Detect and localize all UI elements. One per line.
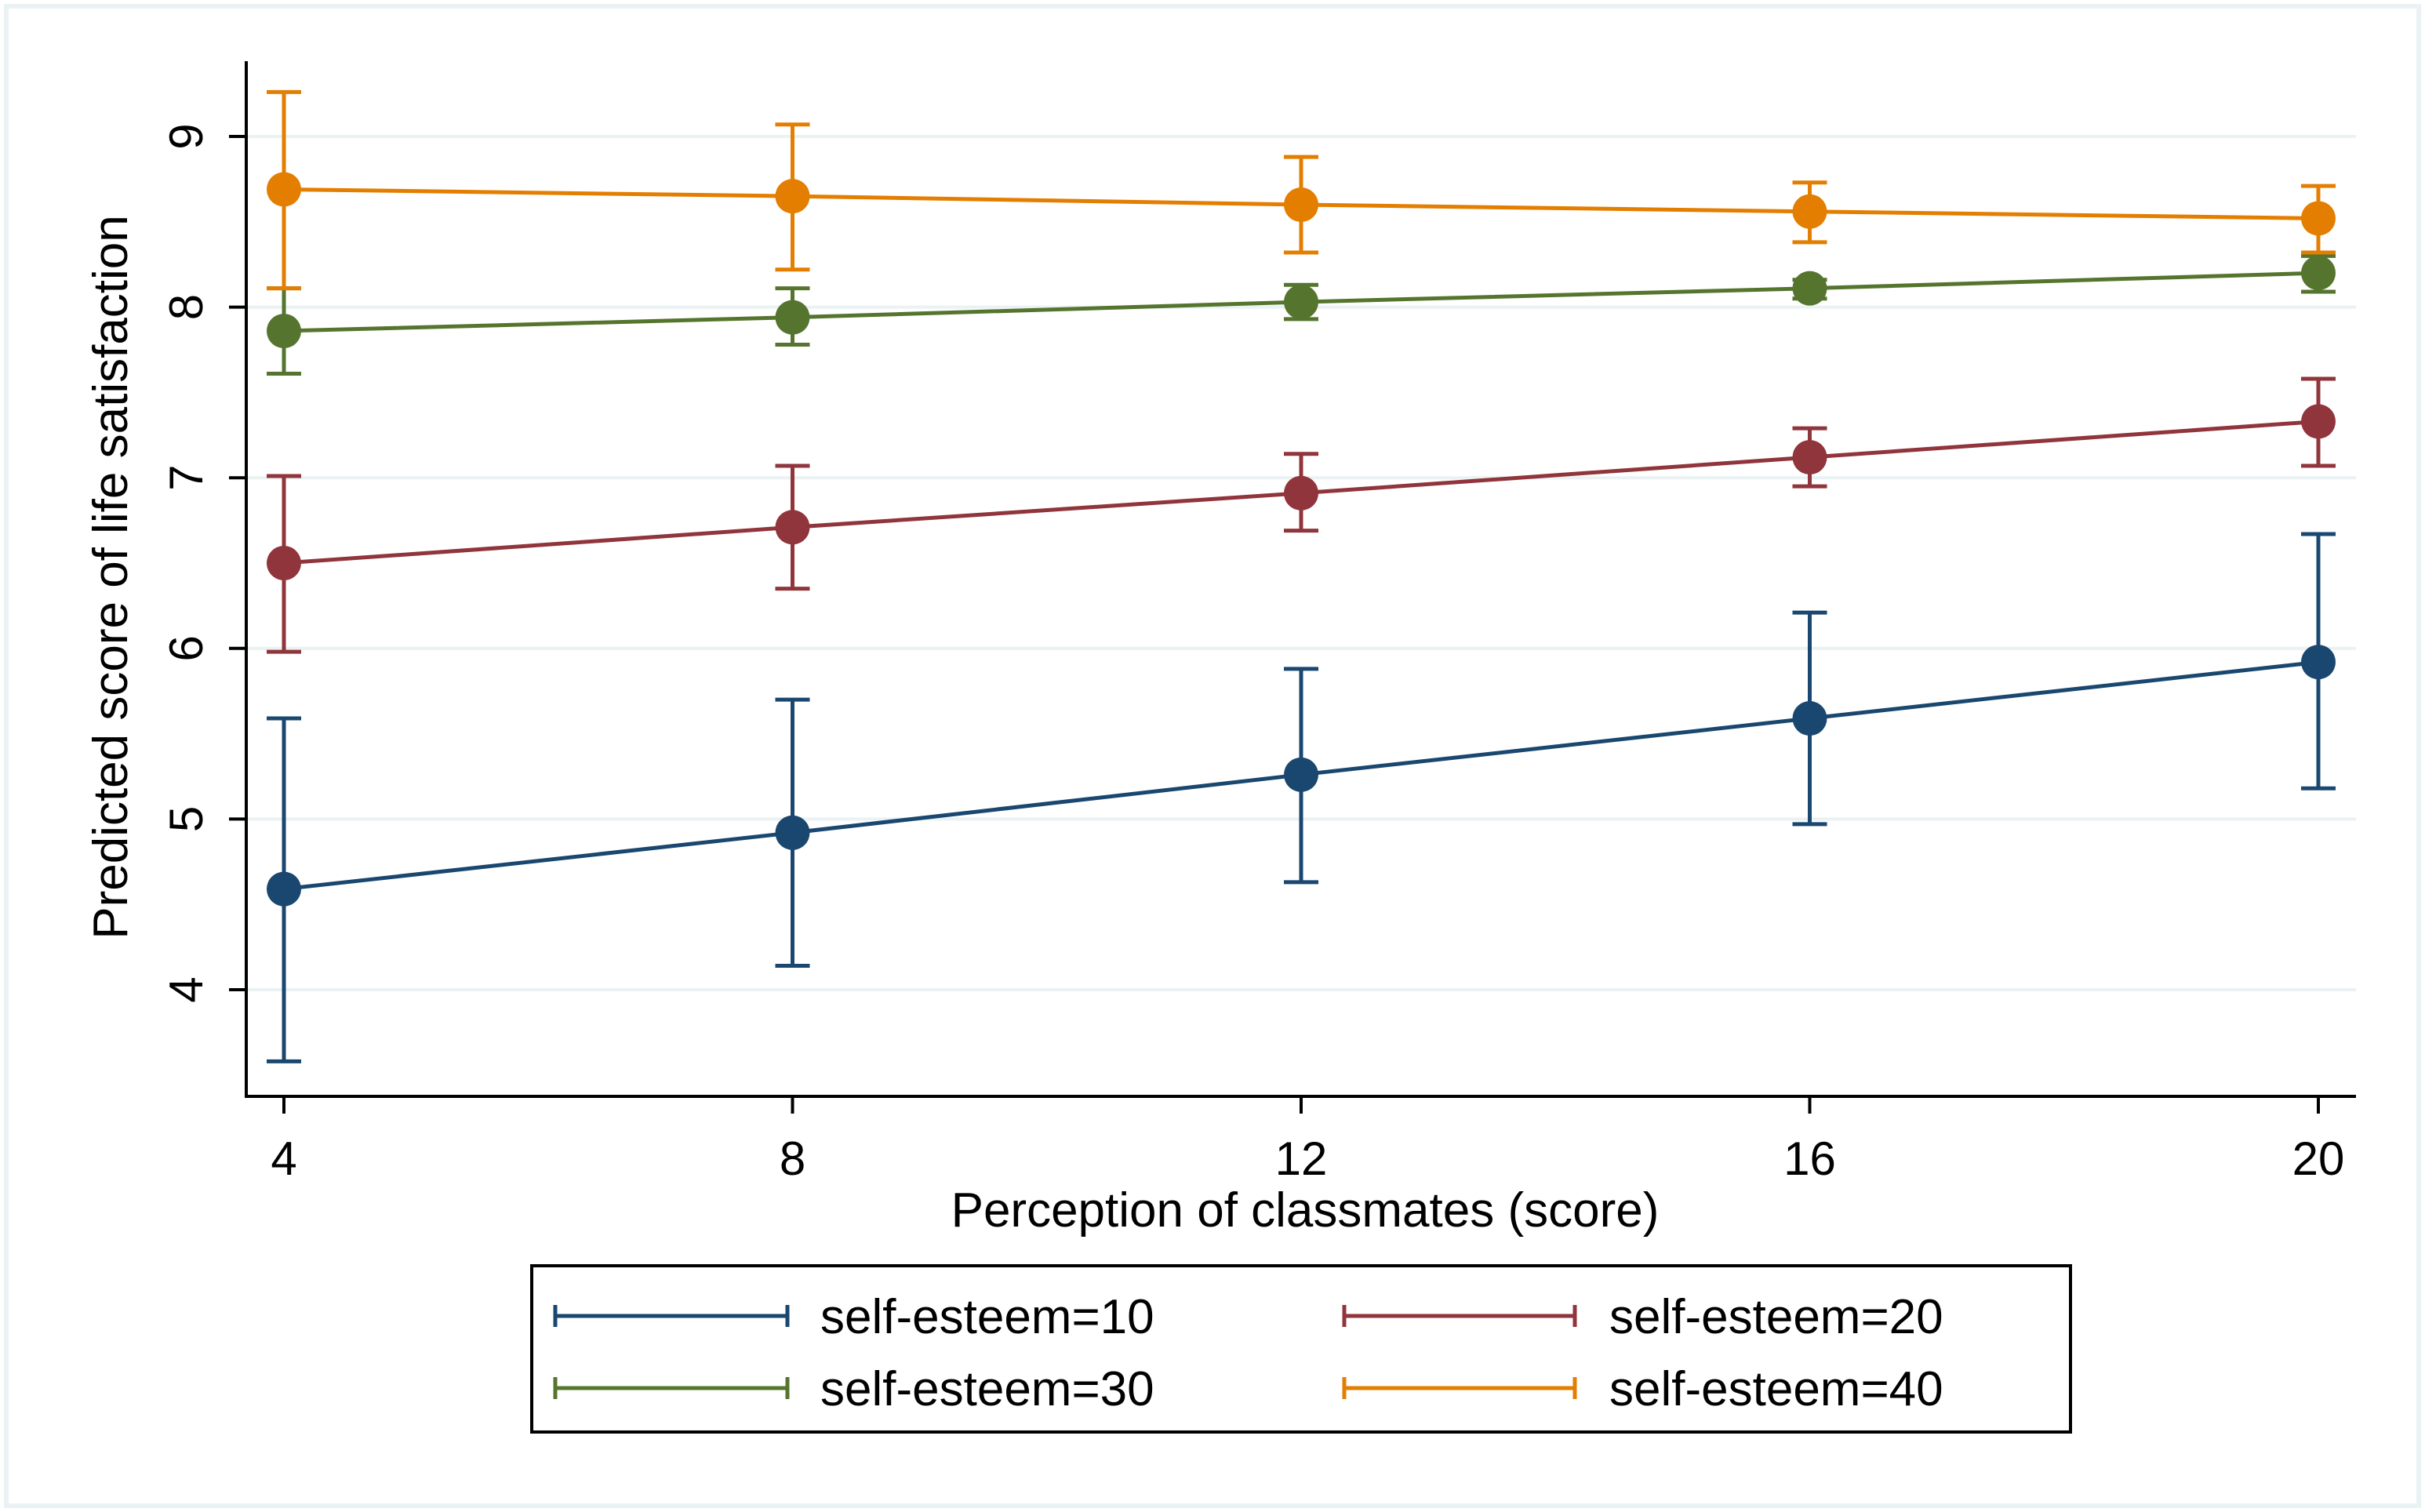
x-tick-label-16: 16 (1783, 1132, 1836, 1185)
data-point-s4-p2 (775, 179, 810, 214)
data-point-s2-p5 (2301, 404, 2336, 439)
data-point-s3-p4 (1792, 271, 1827, 306)
series-1 (267, 532, 2336, 1063)
y-tick-label-5: 5 (160, 806, 213, 832)
x-tick-label-4: 4 (271, 1132, 296, 1185)
y-tick-label-9: 9 (160, 123, 213, 149)
legend-item-4: self-esteem=40 (1342, 1362, 1943, 1416)
legend-item-3: self-esteem=30 (553, 1362, 1154, 1416)
data-point-s1-p2 (775, 815, 810, 850)
legend-label-2: self-esteem=20 (1609, 1290, 1943, 1344)
data-point-s2-p4 (1792, 440, 1827, 475)
x-tick-label-20: 20 (2292, 1132, 2345, 1185)
x-tick-label-12: 12 (1275, 1132, 1328, 1185)
y-tick-label-8: 8 (160, 294, 213, 320)
y-tick-label-7: 7 (160, 465, 213, 491)
y-tick-label-6: 6 (160, 635, 213, 661)
data-point-s2-p2 (775, 510, 810, 545)
data-point-s4-p5 (2301, 201, 2336, 236)
data-point-s1-p3 (1284, 757, 1318, 792)
data-point-s1-p5 (2301, 645, 2336, 680)
x-tick-label-8: 8 (780, 1132, 805, 1185)
data-point-s3-p3 (1284, 285, 1318, 320)
data-point-s2-p3 (1284, 475, 1318, 511)
legend-item-1: self-esteem=10 (553, 1290, 1154, 1344)
legend-label-3: self-esteem=30 (820, 1362, 1154, 1416)
data-point-s4-p4 (1792, 194, 1827, 229)
series-3 (267, 253, 2336, 376)
data-point-s3-p2 (775, 300, 810, 335)
legend-label-4: self-esteem=40 (1609, 1362, 1943, 1416)
data-point-s3-p1 (267, 314, 301, 349)
series-4 (267, 89, 2336, 291)
data-point-s4-p1 (267, 172, 301, 207)
legend: self-esteem=10 self-esteem=20 self-esteem=… (530, 1264, 2072, 1434)
y-tick-label-4: 4 (160, 976, 213, 1002)
data-point-s3-p5 (2301, 256, 2336, 291)
outer-frame (4, 4, 2421, 1508)
data-point-s1-p1 (267, 871, 301, 907)
legend-box (530, 1264, 2072, 1434)
y-axis-title: Predicted score of life satisfaction (84, 215, 138, 940)
legend-label-1: self-esteem=10 (820, 1290, 1154, 1344)
data-point-s1-p4 (1792, 701, 1827, 736)
axes: 4 5 6 7 8 9 4 8 12 16 20 (160, 61, 2356, 1185)
data-point-s4-p3 (1284, 187, 1318, 223)
series-layer (267, 89, 2336, 1063)
legend-item-2: self-esteem=20 (1342, 1290, 1943, 1344)
series-2 (267, 376, 2336, 654)
data-point-s2-p1 (267, 546, 301, 580)
x-axis-title: Perception of classmates (score) (951, 1183, 1660, 1238)
